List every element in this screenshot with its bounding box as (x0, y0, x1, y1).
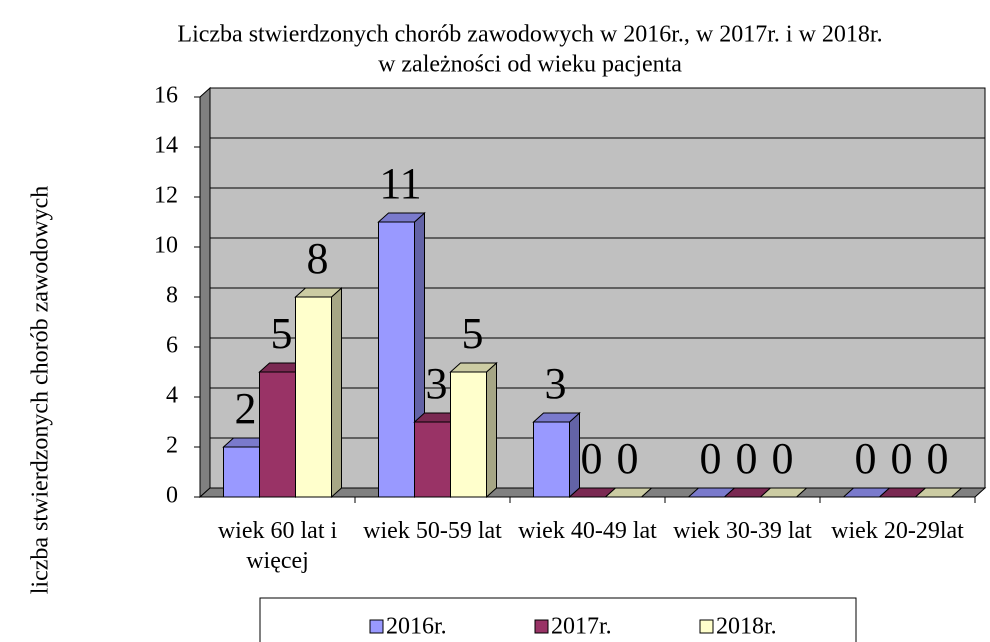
x-tick-label: wiek 40-49 lat (518, 518, 657, 544)
data-label: 0 (700, 434, 722, 483)
data-label: 2 (235, 384, 257, 433)
side-wall (199, 86, 211, 499)
bar-face (378, 221, 415, 498)
data-label: 0 (736, 434, 758, 483)
y-axis-title: liczba stwierdzonych chorób zawodowych (28, 186, 54, 595)
y-tick-label: 6 (166, 333, 178, 359)
y-tick-label: 2 (166, 433, 178, 459)
bar-face (331, 286, 342, 499)
data-label: 5 (462, 309, 484, 358)
bar-face (914, 487, 963, 498)
x-tick-label: wiek 30-39 lat (673, 518, 812, 544)
x-tick-label: wiek 50-59 lat (363, 518, 502, 544)
legend-label: 2016r. (386, 614, 447, 640)
bar (914, 487, 963, 498)
legend-label: 2018r. (716, 614, 777, 640)
y-tick-label: 0 (166, 483, 178, 509)
bar-face (569, 411, 580, 499)
bar (532, 411, 581, 499)
legend-swatch (534, 619, 549, 634)
data-label: 0 (617, 434, 639, 483)
y-tick-label: 8 (166, 283, 178, 309)
bar-face (414, 421, 451, 498)
legend-swatch (699, 619, 714, 634)
bar-face (259, 371, 296, 498)
y-tick-label: 16 (154, 83, 178, 109)
data-label: 0 (581, 434, 603, 483)
bar-face (486, 361, 497, 499)
legend-swatch (369, 619, 384, 634)
bar (294, 286, 343, 499)
data-label: 0 (772, 434, 794, 483)
data-label: 0 (891, 434, 913, 483)
data-label: 3 (426, 359, 448, 408)
bar-face (533, 421, 570, 498)
data-label: 0 (927, 434, 949, 483)
y-tick-label: 10 (154, 233, 178, 259)
legend-label: 2017r. (551, 614, 612, 640)
x-tick-label: wiek 20-29lat (831, 518, 964, 544)
data-label: 8 (307, 234, 329, 283)
y-tick-label: 4 (166, 383, 178, 409)
bar (604, 487, 653, 498)
bar-face (604, 487, 653, 498)
data-label: 5 (271, 309, 293, 358)
chart-title: w zależności od wieku pacjenta (378, 52, 682, 78)
y-tick-label: 14 (154, 133, 178, 159)
bar-face (450, 371, 487, 498)
bar-face (759, 487, 808, 498)
x-tick-label: wiek 60 lat i więcej (217, 518, 338, 574)
chart-title: Liczba stwierdzonych chorób zawodowych w… (177, 22, 882, 48)
data-label: 11 (379, 159, 421, 208)
bar-face (223, 446, 260, 498)
y-tick-label: 12 (154, 183, 178, 209)
data-label: 3 (545, 359, 567, 408)
data-label: 0 (855, 434, 877, 483)
bar (759, 487, 808, 498)
bar-face (295, 296, 332, 498)
bar (449, 361, 498, 499)
legend-box (259, 597, 857, 642)
